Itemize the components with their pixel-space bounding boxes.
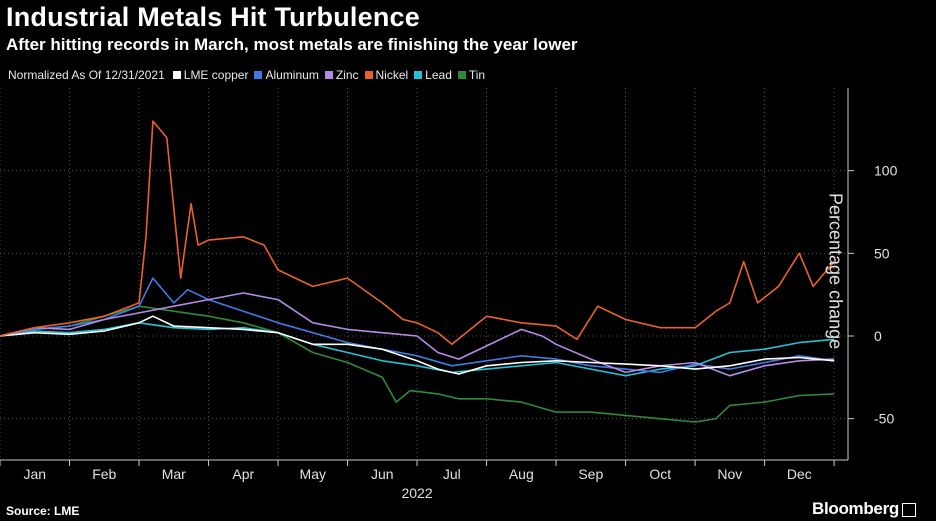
series-line-lme-copper: [0, 315, 835, 375]
y-tick-label: 100: [874, 163, 898, 179]
y-tick-label: 0: [874, 328, 882, 344]
series-line-nickel: [0, 120, 835, 346]
legend-item-lead[interactable]: Lead: [414, 68, 452, 82]
bloomberg-mark-icon: [902, 502, 916, 517]
y-tick-label: 50: [874, 245, 890, 261]
x-tick-label: Apr: [232, 466, 254, 482]
legend-item-copper[interactable]: LME copper: [172, 68, 249, 82]
legend-swatch: [254, 71, 263, 79]
grid-lines: [0, 88, 848, 460]
legend-label: Tin: [468, 68, 486, 82]
legend-item-tin[interactable]: Tin: [457, 68, 486, 82]
x-axis-label: 2022: [401, 485, 432, 501]
legend-swatch: [457, 71, 466, 79]
legend-swatch: [172, 71, 181, 79]
series-line-tin: [0, 305, 835, 423]
chart-subtitle: After hitting records in March, most met…: [6, 35, 578, 54]
y-tick-label: -50: [874, 411, 894, 427]
legend: Normalized As Of 12/31/2021 LME copper A…: [8, 68, 491, 82]
legend-item-aluminum[interactable]: Aluminum: [254, 68, 319, 82]
y-axis-label: Percentage change: [825, 193, 846, 350]
x-tick-label: May: [300, 466, 326, 482]
legend-label: Aluminum: [265, 68, 319, 82]
legend-label: Zinc: [335, 68, 359, 82]
x-tick-label: Oct: [649, 466, 671, 482]
series-line-zinc: [0, 292, 835, 377]
legend-label: LME copper: [183, 68, 249, 82]
x-tick-label: Aug: [509, 466, 534, 482]
legend-label: Nickel: [375, 68, 409, 82]
x-tick-label: Jan: [23, 466, 46, 482]
legend-swatch: [324, 71, 333, 79]
legend-swatch: [364, 71, 373, 79]
legend-item-zinc[interactable]: Zinc: [324, 68, 359, 82]
x-tick-label: Dec: [787, 466, 812, 482]
chart-title: Industrial Metals Hit Turbulence: [6, 2, 420, 32]
x-tick-label: Mar: [162, 466, 186, 482]
x-tick-label: Sep: [578, 466, 603, 482]
legend-item-nickel[interactable]: Nickel: [364, 68, 409, 82]
x-tick-label: Nov: [717, 466, 742, 482]
legend-swatch: [414, 71, 423, 79]
axes: 100 50 0 -50 Jan Feb Mar Apr May Jun Jul Aug Sep Oct N…: [0, 88, 898, 501]
series-lines: [0, 120, 835, 423]
source-note: Source: LME: [6, 504, 80, 518]
legend-label: Lead: [425, 68, 452, 82]
x-tick-label: Jun: [371, 466, 394, 482]
x-tick-label: Feb: [92, 466, 116, 482]
legend-normalization-note: Normalized As Of 12/31/2021: [8, 68, 165, 82]
brand-text: Bloomberg: [811, 499, 899, 518]
bloomberg-logo: Bloomberg: [812, 499, 916, 519]
x-tick-label: Jul: [443, 466, 461, 482]
